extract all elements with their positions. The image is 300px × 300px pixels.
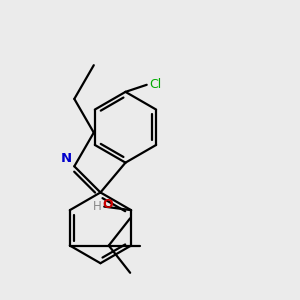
Text: O: O xyxy=(103,198,113,211)
Text: Cl: Cl xyxy=(149,78,161,91)
Text: H: H xyxy=(93,200,102,213)
Text: N: N xyxy=(60,152,71,165)
